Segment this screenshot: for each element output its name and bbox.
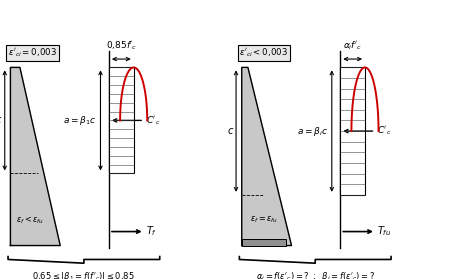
Text: $T_f$: $T_f$ [146,225,157,239]
Text: $c$: $c$ [227,126,234,136]
Text: $0{,}65 \leq |\beta_1 = f(f'_c)| \leq 0{,}85$: $0{,}65 \leq |\beta_1 = f(f'_c)| \leq 0{… [33,270,135,279]
Text: $\varepsilon_f < \varepsilon_{fu}$: $\varepsilon_f < \varepsilon_{fu}$ [16,214,45,226]
Text: $C'_c$: $C'_c$ [377,125,392,137]
Text: $C'_c$: $C'_c$ [146,114,160,127]
Text: $\varepsilon'_{ci} < 0{,}003$: $\varepsilon'_{ci} < 0{,}003$ [239,47,288,59]
Text: $\alpha_i = f(\varepsilon'_c) =?\;\; ; \;\; \beta_i = f(\varepsilon'_c) =?$: $\alpha_i = f(\varepsilon'_c) =?\;\; ; \… [255,270,375,279]
Text: $a = \beta_1 c$: $a = \beta_1 c$ [64,114,97,127]
Polygon shape [10,68,60,246]
Polygon shape [242,68,292,246]
Text: $\varepsilon_f = \varepsilon_{fu}$: $\varepsilon_f = \varepsilon_{fu}$ [250,215,278,225]
Text: $\varepsilon'_{ci} = 0{,}003$: $\varepsilon'_{ci} = 0{,}003$ [8,47,57,59]
Bar [340,68,365,195]
Bar [242,239,285,246]
Text: $T_{fu}$: $T_{fu}$ [377,225,392,239]
Text: $\alpha_i f'_c$: $\alpha_i f'_c$ [343,40,362,52]
Bar [109,68,134,173]
Text: $a = \beta_i c$: $a = \beta_i c$ [297,125,328,138]
Text: $c$: $c$ [0,116,3,125]
Text: $0{,}85f'_c$: $0{,}85f'_c$ [106,40,137,52]
